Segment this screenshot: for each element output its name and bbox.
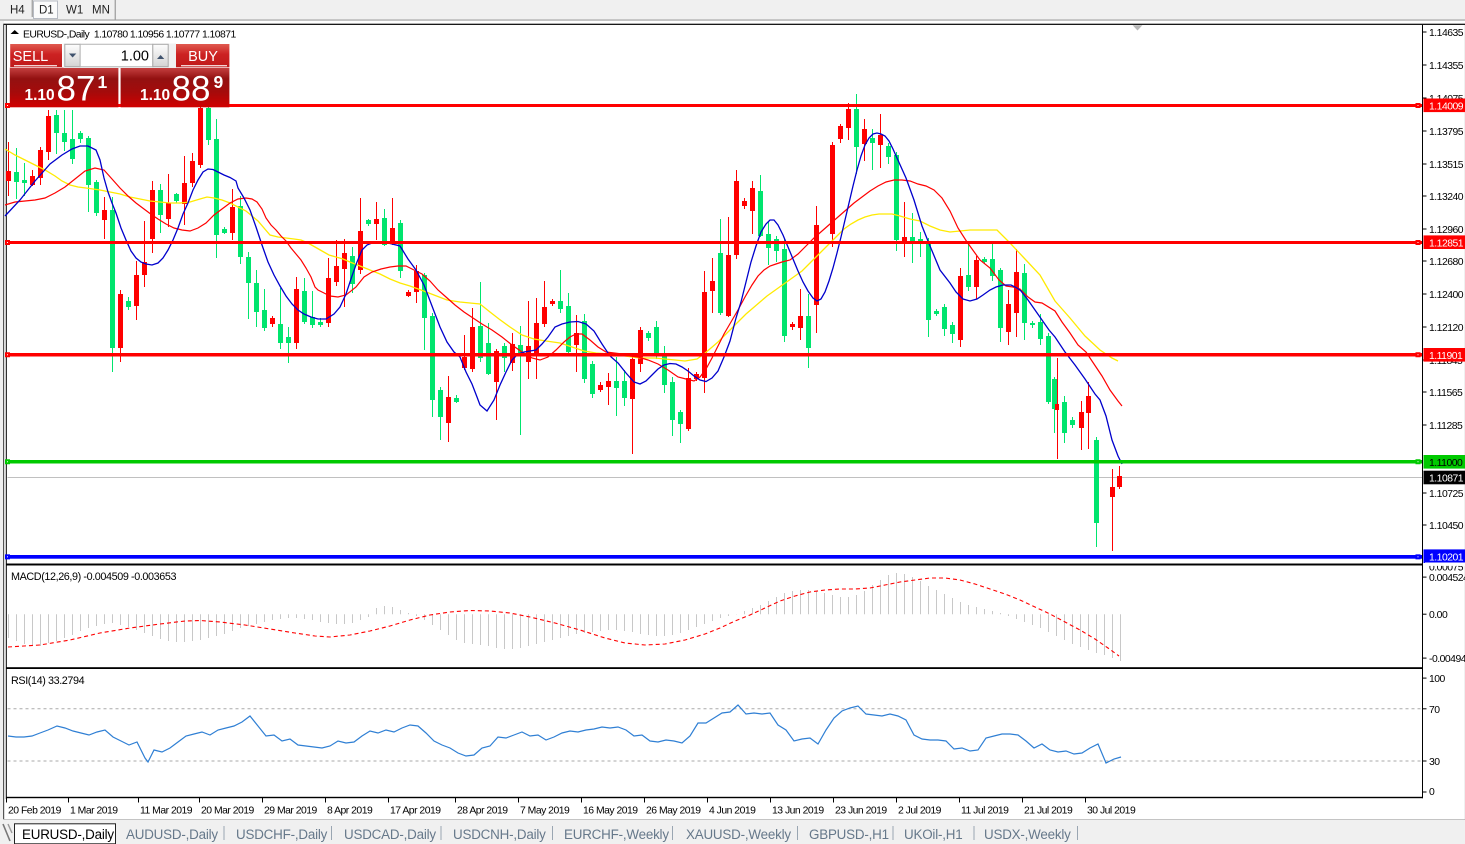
svg-text:0.00075: 0.00075 (1429, 563, 1464, 574)
svg-text:1.10: 1.10 (25, 87, 55, 104)
svg-text:1: 1 (98, 72, 108, 92)
svg-text:0.004524: 0.004524 (1429, 573, 1465, 584)
svg-text:11 Jul 2019: 11 Jul 2019 (961, 806, 1009, 817)
svg-text:1.12400: 1.12400 (1429, 290, 1464, 301)
svg-text:USDCNH-,Daily: USDCNH-,Daily (453, 827, 546, 842)
svg-text:1.12120: 1.12120 (1429, 323, 1464, 334)
svg-text:88: 88 (172, 70, 211, 109)
svg-text:1.14009: 1.14009 (1429, 102, 1464, 113)
svg-text:17 Apr 2019: 17 Apr 2019 (390, 806, 441, 817)
svg-text:USDCHF-,Daily: USDCHF-,Daily (236, 827, 328, 842)
svg-text:BUY: BUY (188, 49, 218, 65)
svg-text:28 Apr 2019: 28 Apr 2019 (457, 806, 508, 817)
svg-text:AUDUSD-,Daily: AUDUSD-,Daily (126, 827, 218, 842)
svg-text:1.10: 1.10 (140, 87, 170, 104)
svg-text:8 Apr 2019: 8 Apr 2019 (327, 806, 373, 817)
svg-text:USDCAD-,Daily: USDCAD-,Daily (344, 827, 436, 842)
svg-text:1.14635: 1.14635 (1429, 28, 1464, 39)
svg-text:XAUUSD-,Weekly: XAUUSD-,Weekly (686, 827, 791, 842)
svg-text:30 Jul 2019: 30 Jul 2019 (1087, 806, 1136, 817)
svg-text:-0.00494: -0.00494 (1429, 654, 1465, 665)
svg-text:23 Jun 2019: 23 Jun 2019 (835, 806, 887, 817)
svg-text:MACD(12,26,9) -0.004509 -0.003: MACD(12,26,9) -0.004509 -0.003653 (11, 571, 176, 583)
svg-text:1 Mar 2019: 1 Mar 2019 (70, 806, 118, 817)
svg-text:EURUSD-,Daily 1.10780 1.10956: EURUSD-,Daily 1.10780 1.10956 1.10777 1.… (23, 30, 236, 41)
svg-text:0.00: 0.00 (1429, 610, 1448, 621)
svg-text:87: 87 (57, 70, 96, 109)
svg-text:SELL: SELL (13, 49, 48, 65)
svg-text:100: 100 (1429, 674, 1446, 685)
svg-text:1.11285: 1.11285 (1429, 421, 1463, 432)
svg-text:USDX-,Weekly: USDX-,Weekly (984, 827, 1071, 842)
svg-text:EURUSD-,Daily: EURUSD-,Daily (22, 827, 114, 842)
svg-text:GBPUSD-,H1: GBPUSD-,H1 (809, 827, 889, 842)
svg-text:1.10725: 1.10725 (1429, 489, 1464, 500)
svg-text:2 Jul 2019: 2 Jul 2019 (898, 806, 942, 817)
svg-text:13 Jun 2019: 13 Jun 2019 (772, 806, 824, 817)
svg-text:26 May 2019: 26 May 2019 (646, 806, 701, 817)
svg-text:29 Mar 2019: 29 Mar 2019 (264, 806, 318, 817)
svg-text:UKOil-,H1: UKOil-,H1 (904, 827, 962, 842)
svg-text:1.12680: 1.12680 (1429, 257, 1464, 268)
svg-text:RSI(14) 33.2794: RSI(14) 33.2794 (11, 675, 85, 687)
svg-text:0: 0 (1429, 787, 1435, 798)
svg-text:1.11000: 1.11000 (1429, 458, 1463, 469)
svg-text:11 Mar 2019: 11 Mar 2019 (140, 806, 193, 817)
svg-text:1.10201: 1.10201 (1429, 552, 1464, 563)
svg-text:20 Feb 2019: 20 Feb 2019 (8, 806, 62, 817)
svg-text:1.13795: 1.13795 (1429, 127, 1464, 138)
svg-text:MN: MN (92, 5, 110, 17)
svg-text:1.13240: 1.13240 (1429, 192, 1464, 203)
svg-text:30: 30 (1429, 757, 1440, 768)
svg-text:9: 9 (214, 72, 224, 92)
svg-text:H4: H4 (10, 5, 25, 17)
svg-text:1.11901: 1.11901 (1429, 351, 1463, 362)
svg-text:20 Mar 2019: 20 Mar 2019 (201, 806, 255, 817)
svg-text:EURCHF-,Weekly: EURCHF-,Weekly (564, 827, 669, 842)
svg-text:16 May 2019: 16 May 2019 (583, 806, 638, 817)
svg-text:1.14355: 1.14355 (1429, 61, 1464, 72)
svg-text:7 May 2019: 7 May 2019 (520, 806, 570, 817)
svg-text:1.10450: 1.10450 (1429, 521, 1464, 532)
svg-text:70: 70 (1429, 705, 1440, 716)
svg-text:1.11565: 1.11565 (1429, 388, 1463, 399)
svg-text:21 Jul 2019: 21 Jul 2019 (1024, 806, 1073, 817)
svg-text:1.00: 1.00 (121, 49, 149, 65)
svg-text:1.13515: 1.13515 (1429, 160, 1464, 171)
svg-text:1.10871: 1.10871 (1429, 474, 1464, 485)
svg-text:4 Jun 2019: 4 Jun 2019 (709, 806, 756, 817)
svg-text:W1: W1 (66, 5, 83, 17)
svg-text:D1: D1 (39, 5, 54, 17)
svg-text:1.12960: 1.12960 (1429, 225, 1464, 236)
svg-text:1.12851: 1.12851 (1429, 238, 1464, 249)
